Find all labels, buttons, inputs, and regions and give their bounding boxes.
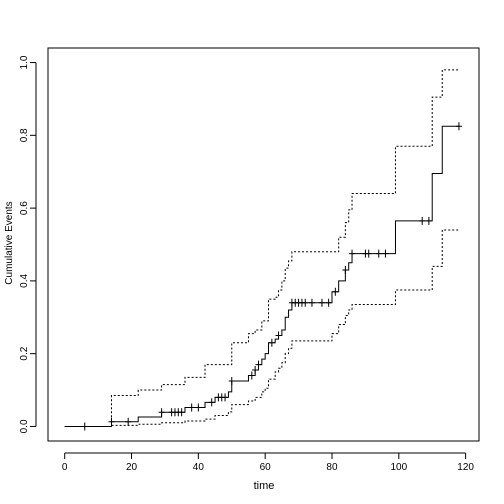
x-tick-label: 80 xyxy=(326,462,338,473)
x-tick-label: 0 xyxy=(62,462,68,473)
censor-mark xyxy=(349,249,356,258)
censor-mark xyxy=(195,403,202,412)
upper-ci-step-line xyxy=(64,69,459,427)
x-tick-label: 100 xyxy=(390,462,407,473)
censor-mark xyxy=(332,287,339,296)
censor-mark xyxy=(425,216,432,225)
y-axis-label: Cumulative Events xyxy=(4,201,15,284)
censor-mark xyxy=(382,249,389,258)
censor-mark xyxy=(275,331,282,340)
censor-mark xyxy=(125,417,132,426)
censor-mark xyxy=(252,366,259,375)
censor-mark xyxy=(342,265,349,274)
censor-mark xyxy=(158,408,165,417)
censor-mark xyxy=(318,298,325,307)
censor-mark xyxy=(228,376,235,385)
censor-mark xyxy=(255,360,262,369)
y-tick-label: 0.0 xyxy=(19,419,30,433)
censor-mark xyxy=(308,298,315,307)
censor-mark xyxy=(365,249,372,258)
censor-mark xyxy=(455,122,462,131)
estimate-step-line xyxy=(64,125,459,427)
x-axis-label: time xyxy=(254,480,275,492)
censor-mark xyxy=(419,216,426,225)
x-tick-label: 120 xyxy=(457,462,474,473)
x-tick-label: 60 xyxy=(260,462,272,473)
censor-mark xyxy=(302,298,309,307)
censor-mark xyxy=(248,371,255,380)
plot-frame xyxy=(47,47,480,442)
censor-mark xyxy=(268,338,275,347)
y-tick-label: 0.4 xyxy=(19,274,30,288)
x-axis: 0 20 40 60 80 100 120 xyxy=(62,452,474,473)
censor-mark xyxy=(375,249,382,258)
censor-mark xyxy=(222,393,229,402)
y-axis: 0.0 0.2 0.4 0.6 0.8 1.0 xyxy=(19,55,37,433)
censor-mark xyxy=(208,398,215,407)
y-tick-label: 0.8 xyxy=(19,128,30,142)
censor-mark xyxy=(178,408,185,417)
y-tick-label: 1.0 xyxy=(19,55,30,69)
y-tick-label: 0.6 xyxy=(19,201,30,215)
censor-mark xyxy=(325,298,332,307)
lower-ci-step-line xyxy=(64,229,459,427)
series-layer xyxy=(64,69,462,431)
x-tick-label: 40 xyxy=(193,462,205,473)
censor-mark xyxy=(188,403,195,412)
x-tick-label: 20 xyxy=(126,462,138,473)
y-tick-label: 0.2 xyxy=(19,346,30,360)
